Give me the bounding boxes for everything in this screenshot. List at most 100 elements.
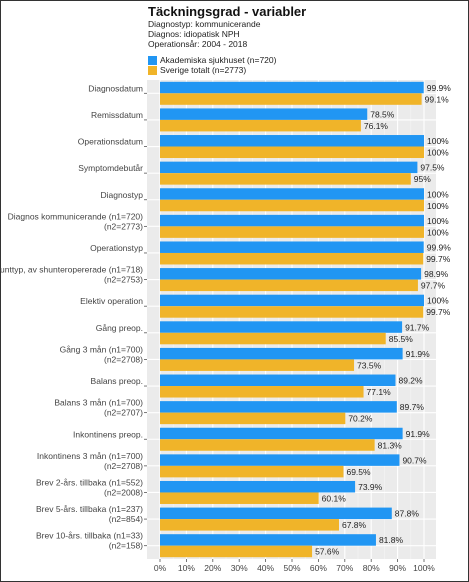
legend-item-series1: Akademiska sjukhuset (n=720): [148, 55, 276, 65]
x-tick-label: 40%: [257, 563, 274, 573]
category-label: Balans 3 mån (n1=700) (n2=2707): [54, 398, 143, 418]
category-label: Balans preop.: [91, 376, 143, 386]
bar-series2: [160, 439, 375, 451]
bar-series2: [160, 519, 339, 531]
category-label: Inkontinens preop.: [73, 429, 143, 439]
category-label: Operationsdatum: [78, 137, 143, 147]
category-label: Gång preop.: [96, 323, 143, 333]
x-tick-label: 100%: [413, 563, 435, 573]
x-tick-label: 10%: [178, 563, 195, 573]
data-label-series1: 98.9%: [424, 269, 449, 279]
data-label-series1: 100%: [427, 216, 449, 226]
data-label-series1: 87.8%: [395, 509, 420, 519]
category-label: Diagnos kommunicerande (n1=720) (n2=2773): [8, 211, 144, 231]
bar-series1: [160, 507, 392, 520]
data-label-series2: 60.1%: [322, 493, 347, 503]
category-label: Elektiv operation: [80, 296, 143, 306]
bar-series2: [160, 465, 344, 478]
data-label-series2: 81.3%: [378, 440, 403, 450]
data-label-series2: 85.5%: [389, 334, 414, 344]
data-label-series1: 100%: [427, 296, 449, 306]
bar-series2: [160, 359, 355, 371]
subtitle-diagnostyp: Diagnostyp: kommunicerande: [148, 19, 261, 29]
bar-series2: [160, 252, 424, 265]
bar-series2: [160, 332, 386, 345]
bar-series2: [160, 386, 364, 398]
data-label-series1: 89.7%: [400, 402, 425, 412]
data-label-series2: 76.1%: [364, 121, 389, 131]
legend-label-series2: Sverige totalt (n=2773): [160, 65, 247, 75]
data-label-series1: 100%: [427, 136, 449, 146]
bar-series1: [160, 480, 356, 493]
bar-series1: [160, 214, 424, 227]
category-label: Remissdatum: [91, 110, 143, 120]
data-label-series2: 69.5%: [346, 467, 371, 477]
subtitle-operationsar: Operationsår: 2004 - 2018: [148, 39, 248, 49]
chart-title: Täckningsgrad - variabler: [148, 4, 307, 19]
data-label-series2: 99.7%: [426, 254, 451, 264]
data-label-series2: 67.8%: [342, 520, 367, 530]
bar-series1: [160, 241, 424, 253]
bar-series1: [160, 188, 424, 200]
bar-series1: [160, 347, 403, 360]
bar-series2: [160, 226, 424, 238]
category-label: Shunttyp, av shunteropererade (n1=718) (n…: [0, 265, 143, 285]
data-label-series1: 97.5%: [420, 163, 445, 173]
data-label-series1: 81.8%: [379, 535, 404, 545]
data-label-series2: 57.6%: [315, 547, 340, 557]
legend-label-series1: Akademiska sjukhuset (n=720): [160, 55, 277, 65]
category-label: Brev 10-års. tillbaka (n1=33) (n2=158): [36, 531, 143, 551]
bar-series1: [160, 427, 403, 440]
data-label-series2: 77.1%: [367, 387, 392, 397]
category-label: Inkontinens 3 mån (n1=700) (n2=2708): [37, 451, 143, 471]
category-label: Symptomdebutår: [78, 163, 143, 173]
x-tick-label: 20%: [204, 563, 221, 573]
bar-series2: [160, 492, 319, 504]
data-label-series1: 99.9%: [427, 242, 452, 252]
bar-series2: [160, 93, 422, 105]
data-label-series2: 100%: [427, 201, 449, 211]
bar-series2: [160, 545, 313, 558]
bar-series2: [160, 146, 424, 159]
x-tick-label: 50%: [283, 563, 300, 573]
data-label-series2: 100%: [427, 148, 449, 158]
bar-series1: [160, 321, 403, 333]
bar-series2: [160, 412, 346, 425]
legend-swatch-series2: [148, 65, 157, 75]
data-label-series1: 78.5%: [370, 109, 395, 119]
category-label: Diagnostyp: [100, 190, 143, 200]
category-label: Diagnosdatum: [88, 83, 143, 93]
x-tick-label: 80%: [363, 563, 380, 573]
x-tick-label: 0%: [154, 563, 167, 573]
bar-series1: [160, 81, 424, 94]
bar-series1: [160, 161, 418, 174]
bar-series2: [160, 119, 361, 132]
data-label-series2: 73.5%: [357, 360, 382, 370]
bar-series1: [160, 135, 424, 147]
data-label-series1: 91.7%: [405, 322, 430, 332]
x-tick-label: 90%: [389, 563, 406, 573]
data-label-series2: 95%: [414, 174, 431, 184]
legend-item-series2: Sverige totalt (n=2773): [148, 65, 246, 75]
data-label-series2: 70.2%: [348, 414, 373, 424]
data-label-series1: 90.7%: [402, 455, 427, 465]
bar-series1: [160, 374, 396, 387]
x-tick-label: 70%: [336, 563, 353, 573]
bar-series2: [160, 306, 424, 318]
subtitle-diagnos: Diagnos: idiopatisk NPH: [148, 29, 240, 39]
bar-series1: [160, 534, 376, 546]
x-tick-label: 60%: [310, 563, 327, 573]
category-label: Brev 5-års. tillbaka (n1=237) (n2=854): [36, 504, 143, 524]
bar-series2: [160, 173, 411, 185]
data-label-series1: 91.9%: [406, 429, 431, 439]
legend-swatch-series1: [148, 55, 157, 65]
data-label-series2: 99.7%: [426, 307, 451, 317]
data-label-series1: 73.9%: [358, 482, 383, 492]
data-label-series1: 91.9%: [406, 349, 431, 359]
data-label-series2: 97.7%: [421, 281, 446, 291]
bar-series1: [160, 268, 422, 280]
bar-series2: [160, 279, 418, 292]
bar-series1: [160, 454, 400, 466]
category-label: Brev 2-års. tillbaka (n1=552) (n2=2008): [36, 477, 143, 497]
